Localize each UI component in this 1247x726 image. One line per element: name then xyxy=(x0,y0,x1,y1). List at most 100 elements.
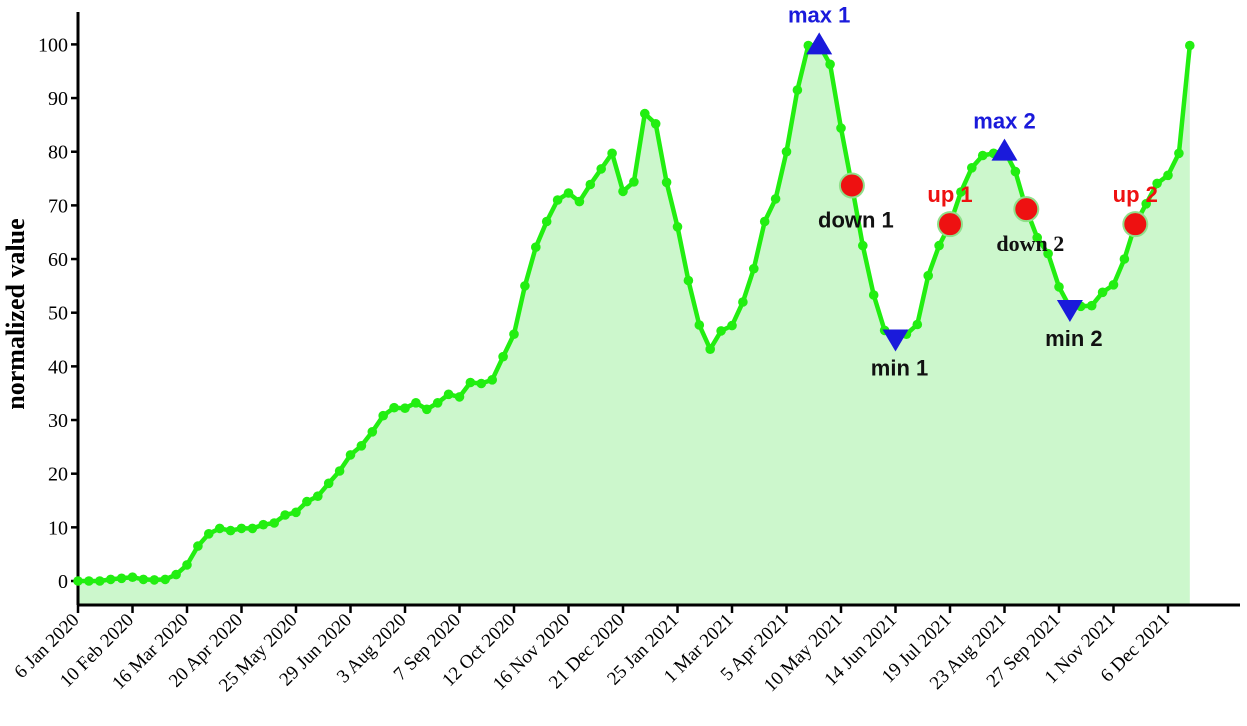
data-point xyxy=(1108,280,1119,290)
data-point xyxy=(313,491,323,502)
data-point xyxy=(1086,300,1097,311)
data-point xyxy=(574,196,585,207)
min-marker xyxy=(1056,300,1083,323)
data-point xyxy=(214,523,225,534)
data-point xyxy=(1043,248,1053,259)
data-point xyxy=(225,525,236,536)
data-point xyxy=(487,375,498,385)
data-point xyxy=(182,560,192,570)
data-point xyxy=(509,329,519,340)
data-point xyxy=(1097,287,1108,298)
data-point xyxy=(291,507,301,518)
annotation-layer: max 1 down 1 min 1 up 1 max 2 down 2 min 2 up 2 xyxy=(788,2,1158,380)
annotation-label: min 1 xyxy=(871,356,928,381)
data-point xyxy=(171,569,181,580)
data-point xyxy=(640,108,650,119)
annotation-label: min 2 xyxy=(1045,326,1102,351)
y-axis-label: normalized value xyxy=(1,218,30,409)
y-tick-label: 50 xyxy=(48,303,68,325)
data-point xyxy=(422,404,432,415)
data-point xyxy=(912,319,923,330)
down-marker xyxy=(838,172,865,199)
data-point xyxy=(193,541,203,551)
data-point xyxy=(236,523,247,534)
max-marker xyxy=(806,32,833,55)
data-point xyxy=(661,177,672,188)
y-tick-label: 10 xyxy=(48,517,68,539)
y-tick-label: 40 xyxy=(48,356,68,378)
data-point xyxy=(323,478,334,489)
data-point xyxy=(596,164,606,174)
data-point xyxy=(977,150,988,161)
data-point xyxy=(1010,166,1021,177)
annotation-label: up 1 xyxy=(927,182,972,207)
data-point xyxy=(1163,170,1173,181)
annotation-label: max 1 xyxy=(788,2,850,27)
data-point xyxy=(956,187,966,197)
series-area-fill xyxy=(78,44,1190,605)
data-point xyxy=(858,240,868,251)
data-point xyxy=(531,242,541,252)
data-point xyxy=(1152,178,1162,189)
annotation-label: max 2 xyxy=(973,109,1035,134)
data-point xyxy=(367,427,378,437)
data-point xyxy=(836,123,846,133)
data-point xyxy=(1174,148,1184,159)
data-point xyxy=(585,179,596,190)
y-tick-label: 90 xyxy=(48,88,68,110)
data-point xyxy=(868,290,879,300)
data-point xyxy=(443,389,454,400)
data-point xyxy=(247,523,258,534)
min-marker xyxy=(882,329,909,352)
y-tick-label: 30 xyxy=(48,410,68,432)
data-point xyxy=(1141,199,1151,209)
data-point xyxy=(738,297,748,307)
data-point xyxy=(607,148,617,159)
data-point xyxy=(770,194,781,204)
y-tick-label: 0 xyxy=(58,571,68,593)
max-marker xyxy=(991,138,1018,161)
data-point xyxy=(378,410,389,421)
y-tick-label: 20 xyxy=(48,464,68,486)
down-marker xyxy=(1013,196,1040,223)
data-point xyxy=(95,576,105,586)
data-point xyxy=(759,216,770,227)
data-point xyxy=(520,281,530,291)
annotation-label: down 2 xyxy=(996,231,1064,256)
data-point xyxy=(345,450,356,460)
data-point xyxy=(1119,254,1130,264)
y-tick-label: 80 xyxy=(48,142,68,164)
data-point xyxy=(269,518,280,528)
data-point xyxy=(792,85,803,95)
data-point xyxy=(302,496,312,507)
data-point xyxy=(934,240,944,251)
up-marker xyxy=(1122,211,1149,238)
data-point xyxy=(618,186,628,197)
data-point xyxy=(923,270,933,281)
data-point xyxy=(258,519,269,530)
data-point xyxy=(825,59,835,70)
data-point xyxy=(781,146,792,157)
data-point xyxy=(672,222,683,232)
data-point xyxy=(705,344,715,355)
data-point xyxy=(498,351,508,362)
data-point xyxy=(454,392,465,402)
data-point xyxy=(204,529,214,539)
data-point xyxy=(563,188,574,198)
data-point xyxy=(356,441,367,451)
data-point xyxy=(727,320,737,331)
data-point xyxy=(280,510,290,520)
data-point xyxy=(1185,40,1195,51)
data-point xyxy=(149,575,160,585)
data-point xyxy=(683,275,694,286)
annotation-label: down 1 xyxy=(818,208,894,233)
up-marker xyxy=(937,211,963,238)
data-point xyxy=(84,576,94,586)
data-point xyxy=(541,216,552,227)
data-point xyxy=(400,403,410,414)
area-layer xyxy=(78,44,1190,605)
data-point xyxy=(629,177,639,187)
data-point xyxy=(694,320,705,330)
